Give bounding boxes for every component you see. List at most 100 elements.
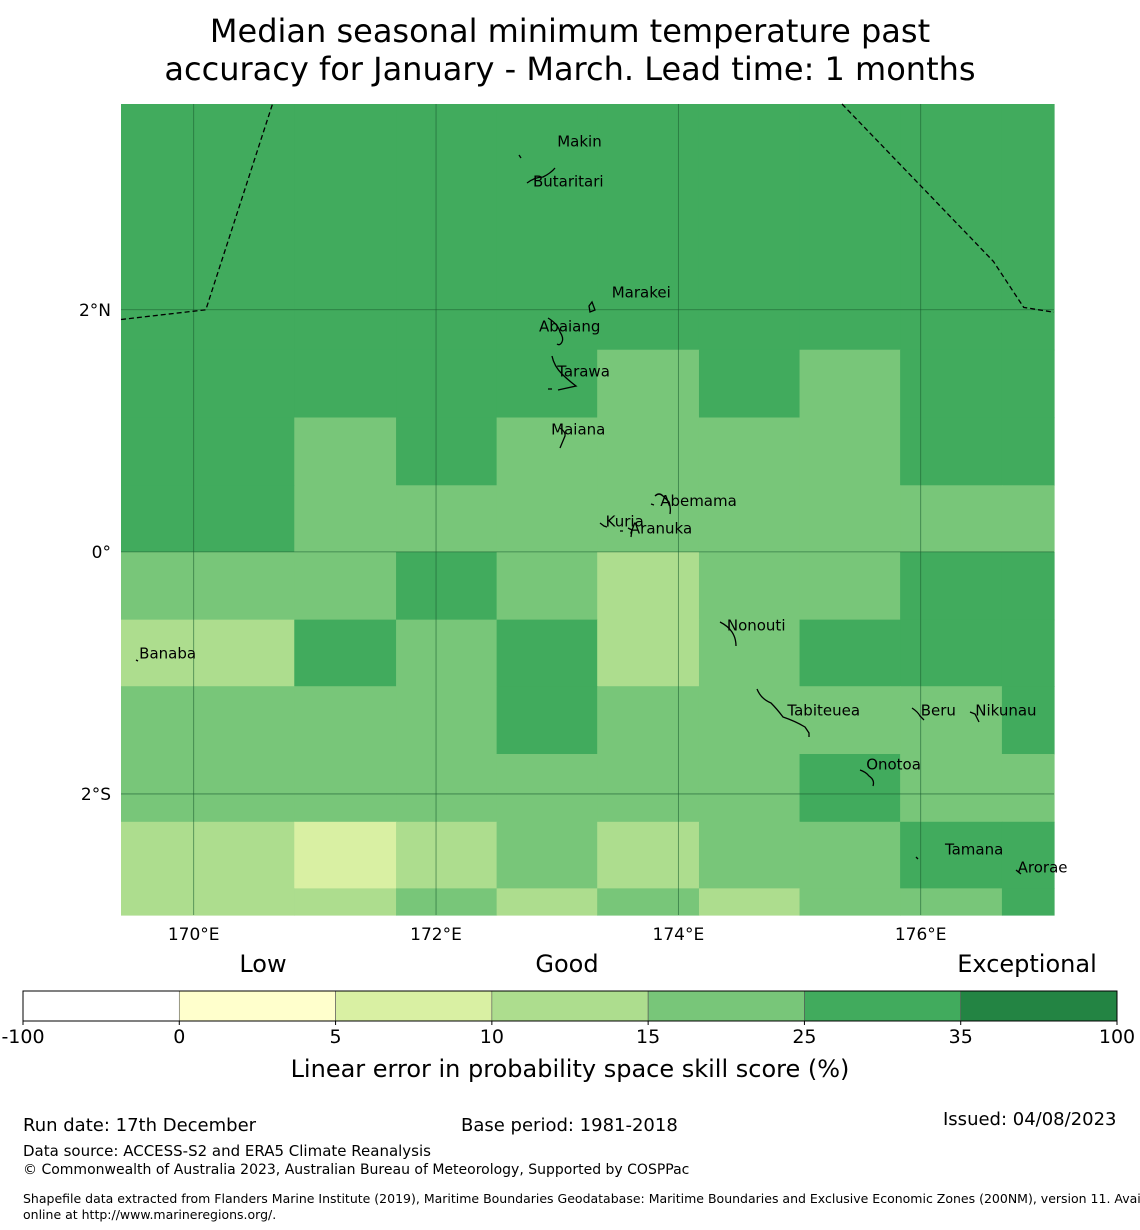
island-outline-onotoa — [859, 769, 875, 787]
shapefile-credit-line-1: Shapefile data extracted from Flanders M… — [23, 1191, 1140, 1206]
lat-tick-label: 2°S — [81, 785, 111, 805]
colorbar-tick-label: 25 — [792, 1026, 816, 1048]
island-label-tarawa: Tarawa — [556, 362, 610, 380]
skill-cell — [799, 821, 901, 889]
skill-cell — [799, 485, 901, 553]
colorbar — [22, 990, 1118, 1022]
run-date: Run date: 17th December — [23, 1115, 257, 1136]
colorbar-bin — [647, 990, 805, 1022]
skill-cell — [900, 754, 1003, 823]
skill-cell — [1001, 551, 1055, 621]
skill-cell — [396, 349, 498, 419]
skill-cell — [294, 104, 397, 351]
skill-cell — [496, 349, 598, 419]
island-label-makin: Makin — [557, 132, 602, 150]
lat-tick-label: 2°N — [79, 301, 111, 321]
skill-cell — [799, 888, 901, 916]
island-label-maiana: Maiana — [551, 420, 605, 438]
skill-cell — [121, 888, 295, 916]
island-outline-marakei — [588, 300, 596, 313]
skill-cell — [900, 888, 1003, 916]
skill-cell — [496, 551, 598, 621]
colorbar-axis-label: Linear error in probability space skill … — [291, 1055, 850, 1083]
skill-cell — [799, 417, 901, 486]
skill-cell — [597, 754, 700, 823]
colorbar-bin — [22, 990, 180, 1022]
shapefile-credit-line-2: online at http://www.marineregions.org/. — [23, 1207, 277, 1222]
island-outline-kuria — [599, 522, 633, 538]
skill-cell — [294, 417, 397, 486]
island-label-abaiang: Abaiang — [539, 318, 600, 336]
map-title-line-2: accuracy for January - March. Lead time:… — [164, 50, 976, 88]
colorbar-tick-labels: -100 0 5 10 15 25 35 100 — [1, 1021, 1135, 1048]
skill-cell — [121, 417, 295, 486]
island-outline-tarawa — [548, 355, 578, 391]
island-outline-makin — [518, 154, 522, 159]
island-outline-arorae — [1015, 869, 1022, 875]
island-label-nikunau: Nikunau — [975, 701, 1036, 719]
map-figure: Makin Butaritari Marakei Abaiang Tarawa Maian… — [1, 103, 1135, 1083]
island-label-aranuka: Aranuka — [630, 520, 692, 538]
skill-cell — [396, 551, 498, 621]
lat-tick-label: 0° — [92, 543, 111, 563]
skill-cell — [396, 888, 498, 916]
skill-cell — [396, 821, 498, 889]
colorbar-tick-label: 5 — [330, 1026, 342, 1048]
skill-cell — [396, 485, 498, 553]
skill-cell — [396, 686, 498, 755]
colorbar-bin — [335, 990, 493, 1022]
skill-cell — [597, 485, 700, 553]
island-outline-nikunau — [969, 711, 980, 723]
skill-cell — [496, 754, 598, 823]
skill-cell — [496, 485, 598, 553]
copyright: © Commonwealth of Australia 2023, Austra… — [23, 1162, 690, 1178]
skill-cell — [597, 551, 700, 621]
skill-cell — [799, 551, 901, 621]
lon-tick-label: 174°E — [653, 925, 705, 945]
skill-cell — [121, 104, 295, 351]
graticule — [121, 104, 1054, 915]
island-outline-beru — [911, 707, 925, 721]
island-labels: Makin Butaritari Marakei Abaiang Tarawa Maian… — [139, 132, 1067, 876]
island-label-arorae: Arorae — [1018, 859, 1068, 877]
skill-cell — [799, 349, 901, 419]
skill-cell — [900, 349, 1003, 419]
eez-boundaries — [120, 103, 1055, 321]
legend-category-exceptional: Exceptional — [957, 950, 1097, 978]
skill-cell — [799, 619, 901, 687]
skill-cell — [1001, 104, 1055, 351]
island-outline-butaritari — [526, 167, 556, 184]
skill-cell — [121, 754, 295, 823]
island-label-onotoa: Onotoa — [866, 756, 921, 774]
skill-cell — [900, 619, 1003, 687]
skill-cell — [900, 485, 1003, 553]
colorbar-tick-label: 100 — [1099, 1026, 1135, 1048]
colorbar-tick-label: -100 — [1, 1026, 44, 1048]
island-outlines — [135, 154, 1022, 875]
skill-cell — [294, 821, 397, 889]
skill-cell — [1001, 485, 1055, 553]
skill-cell — [597, 888, 700, 916]
island-label-tabiteuea: Tabiteuea — [786, 701, 860, 719]
lon-tick-label: 176°E — [895, 925, 947, 945]
colorbar-tick-label: 0 — [173, 1026, 185, 1048]
island-label-nonouti: Nonouti — [727, 617, 786, 635]
island-outline-tamana — [915, 856, 919, 860]
skill-cell — [799, 104, 901, 351]
legend-categories: Low Good Exceptional — [239, 950, 1096, 978]
skill-cell — [900, 551, 1003, 621]
skill-cell — [121, 551, 295, 621]
skill-cell — [496, 821, 598, 889]
lon-tick-label: 172°E — [410, 925, 462, 945]
skill-cell — [900, 417, 1003, 486]
colorbar-tick-label: 10 — [480, 1026, 504, 1048]
island-outline-abemama — [650, 493, 671, 515]
skill-cell — [597, 821, 700, 889]
skill-cell — [496, 888, 598, 916]
skill-cell — [597, 417, 700, 486]
skill-cell — [396, 754, 498, 823]
skill-cell — [698, 619, 801, 687]
lon-tick-label: 170°E — [168, 925, 220, 945]
eez-boundary-line — [120, 103, 274, 321]
legend-category-good: Good — [535, 950, 598, 978]
